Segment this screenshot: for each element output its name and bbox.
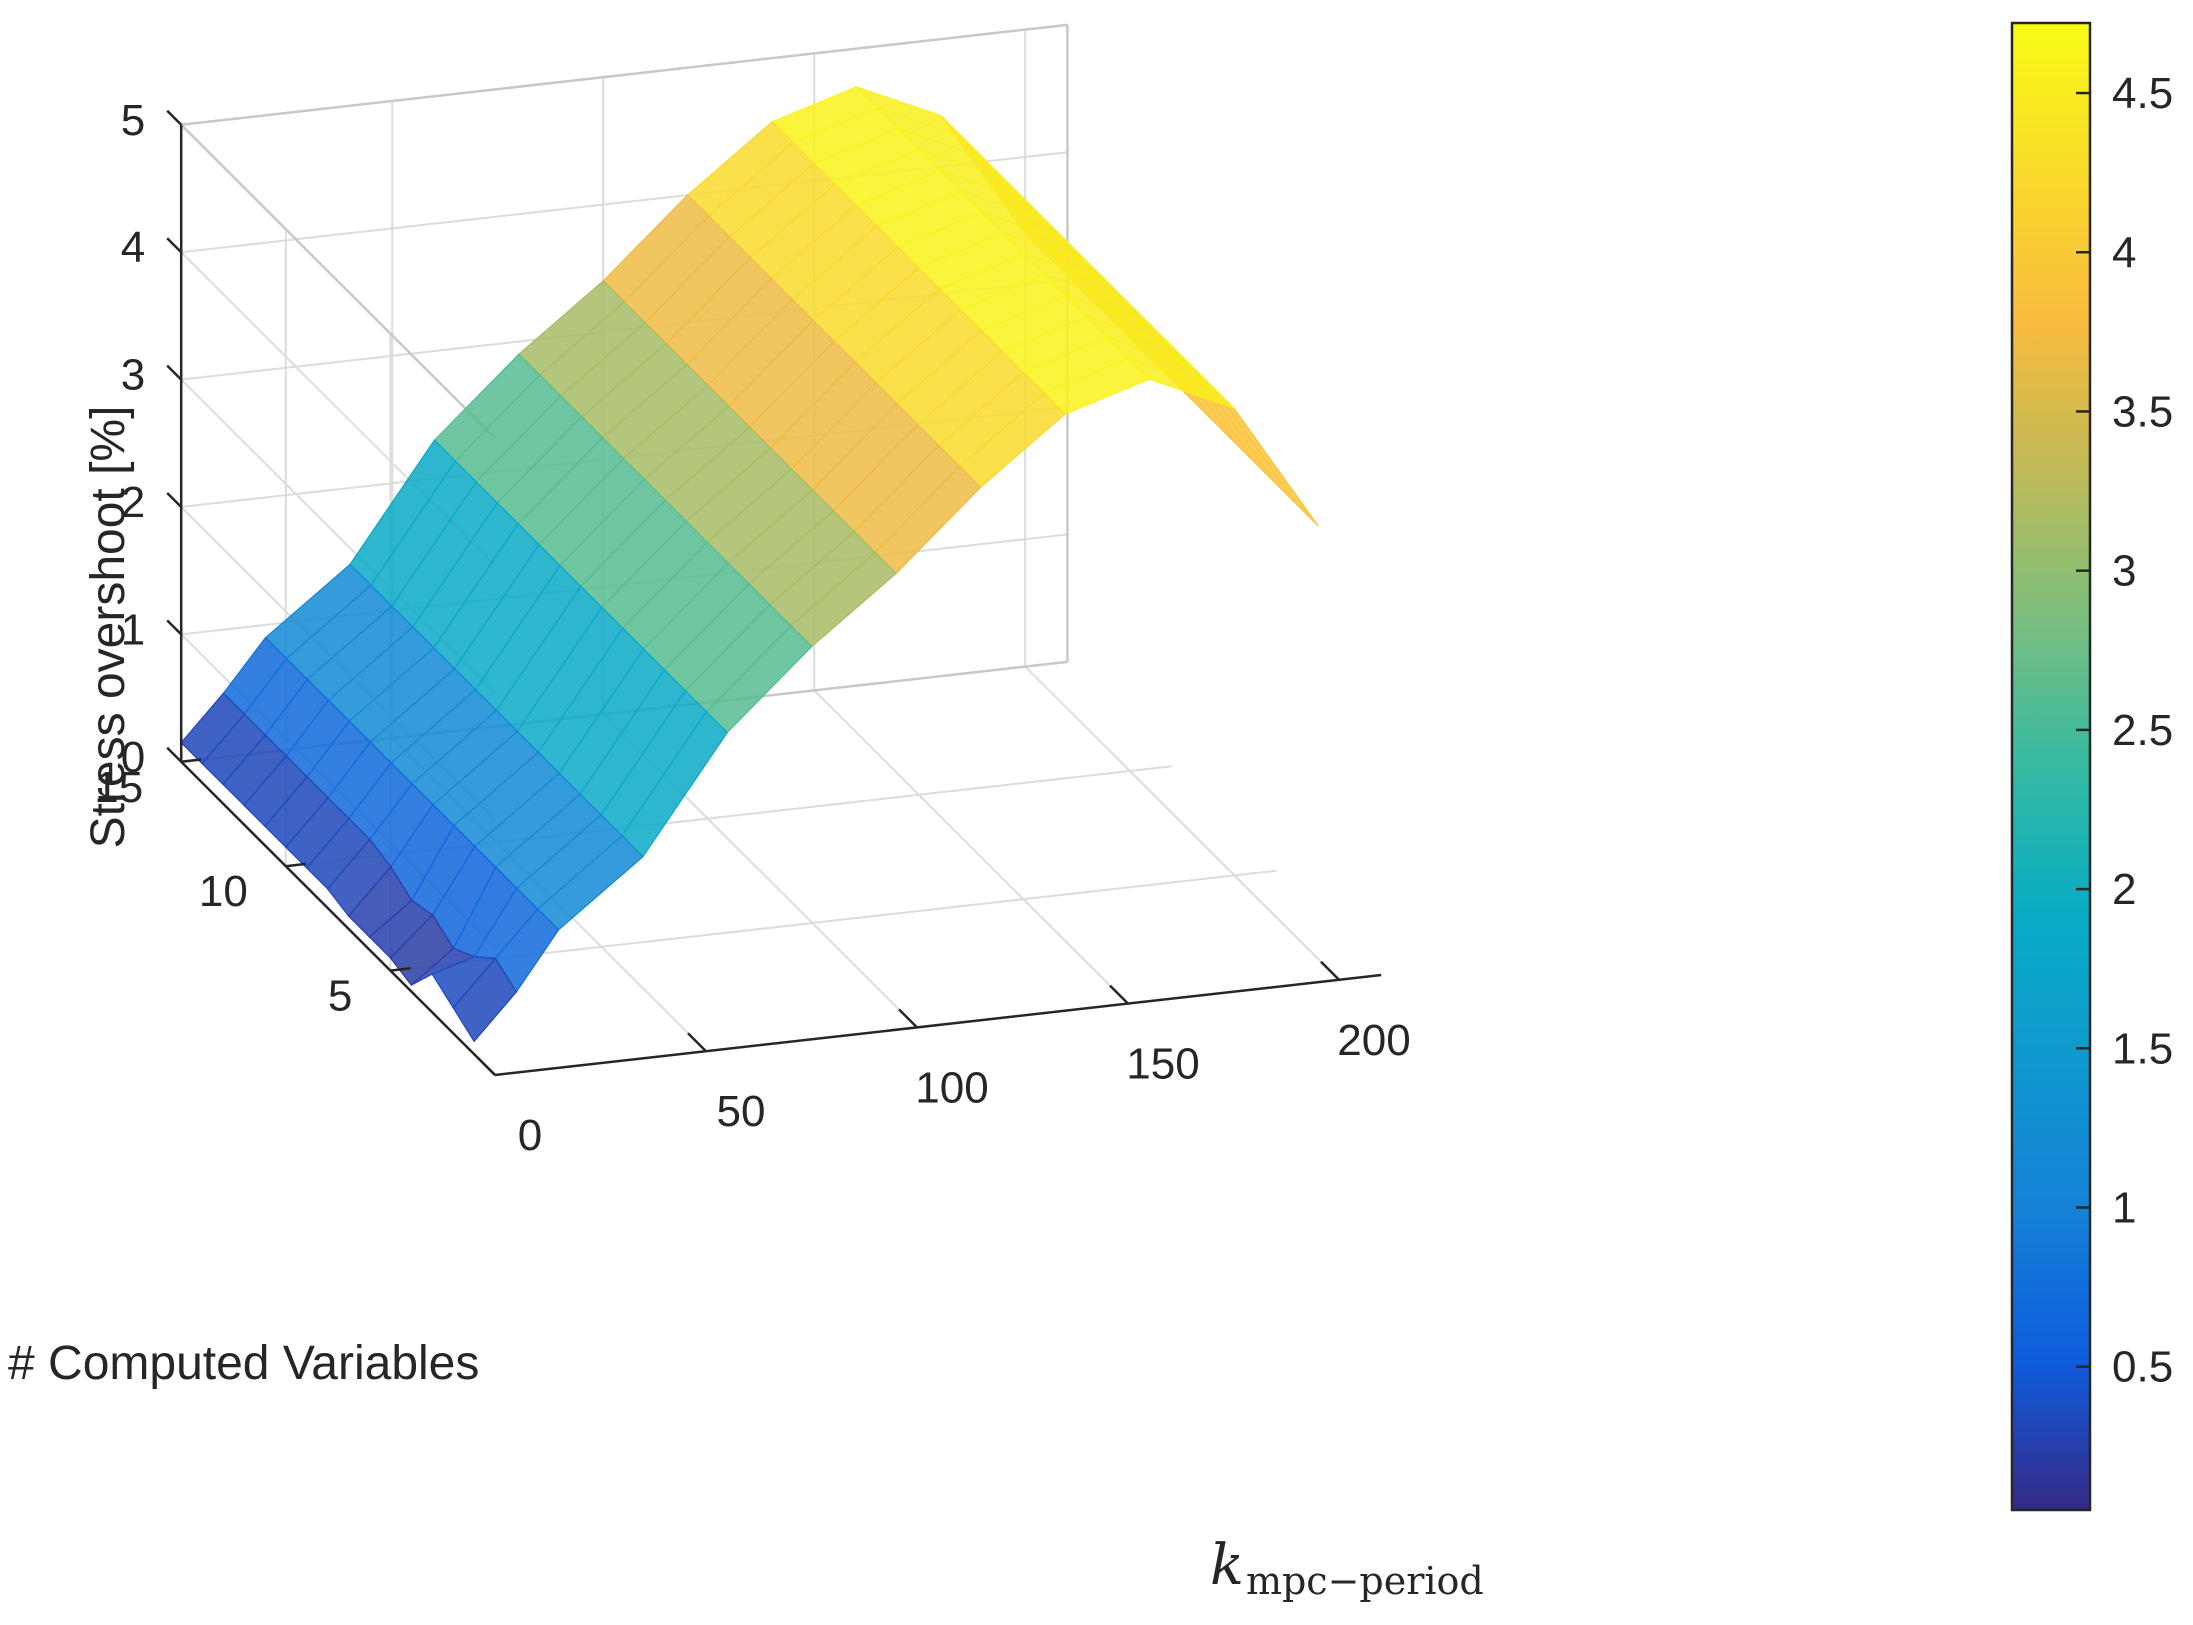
- z-tick-label: 3: [121, 351, 145, 400]
- y-axis-label: # Computed Variables: [8, 1337, 479, 1390]
- surface-patch: [1212, 386, 1319, 527]
- y-tick-label: 5: [328, 972, 352, 1021]
- surface-plot: [180, 86, 1319, 1043]
- x-tick-label: 0: [518, 1111, 542, 1160]
- colorbar-tick-label: 0.5: [2112, 1343, 2173, 1392]
- colorbar-tick-label: 4.5: [2112, 69, 2173, 118]
- floor-gridline-x: [813, 689, 1129, 1005]
- colorbar-tick-label: 3.5: [2112, 387, 2173, 436]
- colorbar-gradient: [2010, 21, 2092, 1512]
- y-tick-mark: [285, 862, 306, 868]
- y-tick-mark: [181, 758, 202, 764]
- colorbar-tick-label: 1: [2112, 1184, 2136, 1233]
- x-axis-line: [494, 973, 1382, 1077]
- y-tick-mark: [390, 967, 411, 972]
- box-edge: [181, 23, 1068, 127]
- z-tick-mark: [166, 237, 183, 254]
- colorbar: 0.5 1 1.5 2 2.5 3 3.5 4 4.5: [2010, 21, 2173, 1512]
- z-tick-mark: [166, 364, 183, 381]
- z-tick-mark: [166, 619, 183, 636]
- x-axis-label: kmpc−period: [1210, 1533, 1484, 1603]
- x-tick-label: 50: [717, 1087, 766, 1136]
- floor-gridline-x: [1024, 665, 1340, 981]
- z-axis-label: Stress overshoot [%]: [82, 406, 135, 849]
- z-tick-label: 0: [121, 733, 145, 782]
- z-tick-mark: [166, 746, 183, 763]
- z-tick-mark: [166, 109, 183, 126]
- y-tick-label: 15: [94, 763, 143, 812]
- y-tick-label: 10: [199, 867, 248, 916]
- z-tick-mark: [166, 492, 183, 508]
- box-edge: [180, 123, 496, 439]
- colorbar-tick-label: 4: [2112, 228, 2136, 277]
- colorbar-tick-label: 3: [2112, 547, 2136, 596]
- colorbar-tick-label: 2.5: [2112, 706, 2173, 755]
- colorbar-tick-label: 1.5: [2112, 1024, 2173, 1073]
- x-tick-label: 150: [1126, 1040, 1199, 1089]
- x-tick-mark: [687, 1032, 707, 1053]
- z-tick-label: 2: [121, 478, 145, 527]
- z-tick-label: 4: [121, 223, 145, 272]
- x-tick-label: 100: [915, 1063, 988, 1112]
- surface-patch: [452, 957, 518, 1043]
- z-tick-label: 1: [121, 605, 145, 654]
- x-tick-mark: [898, 1008, 918, 1029]
- colorbar-tick-label: 2: [2112, 865, 2136, 914]
- z-tick-label: 5: [121, 96, 145, 145]
- y-axis-line: [180, 760, 496, 1076]
- x-axis-label-base: k: [1210, 1533, 1244, 1598]
- x-tick-label: 200: [1337, 1016, 1410, 1065]
- x-tick-mark: [1320, 960, 1340, 981]
- x-tick-mark: [1109, 984, 1129, 1005]
- x-axis-label-subscript: mpc−period: [1246, 1559, 1484, 1603]
